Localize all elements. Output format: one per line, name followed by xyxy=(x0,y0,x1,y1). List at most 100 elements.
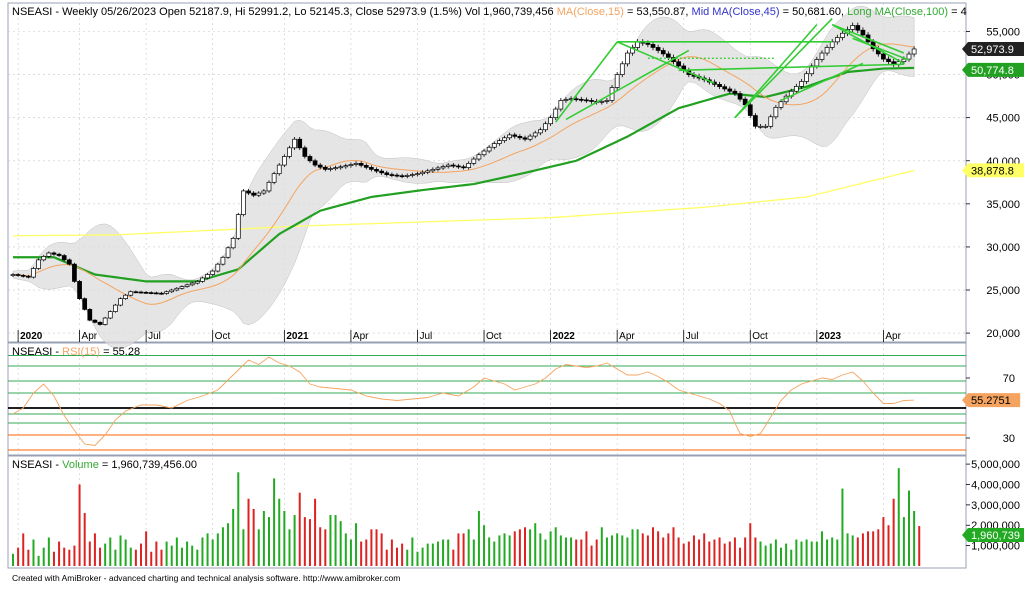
date-tick-label: Oct xyxy=(215,331,231,342)
price-candle xyxy=(548,115,553,127)
price-candle xyxy=(10,273,16,278)
volume-bar xyxy=(186,541,189,566)
volume-bar xyxy=(421,547,424,566)
volume-bar xyxy=(401,543,404,566)
price-candle xyxy=(834,34,840,45)
volume-bar xyxy=(257,529,260,566)
date-tick-label: 2020 xyxy=(20,331,43,342)
volume-bar xyxy=(380,533,383,566)
price-candle xyxy=(604,98,610,104)
date-tick-label: Apr xyxy=(619,331,635,342)
price-candle xyxy=(210,269,216,276)
volume-bar xyxy=(820,531,823,566)
rsi-levels xyxy=(8,355,966,451)
volume-bar xyxy=(150,551,153,566)
volume-bar xyxy=(493,541,496,566)
volume-bar xyxy=(585,531,588,566)
volume-bar xyxy=(180,547,183,566)
volume-bar xyxy=(590,545,593,566)
volume-bar xyxy=(800,541,803,566)
price-candle xyxy=(435,165,441,172)
price-candle xyxy=(722,84,728,92)
price-candle xyxy=(394,173,400,178)
price-candle xyxy=(491,141,497,150)
trend-line xyxy=(831,23,905,54)
price-candle xyxy=(246,189,251,195)
volume-bar xyxy=(754,537,757,566)
volume-bar xyxy=(170,545,173,566)
volume-bar xyxy=(529,529,532,566)
volume-bar xyxy=(488,537,491,566)
price-candle xyxy=(794,83,799,94)
trend-line xyxy=(565,49,690,121)
rsi-axis: 70 30 55.2751 xyxy=(962,373,1021,445)
price-candle xyxy=(532,130,538,139)
volume-bar xyxy=(211,539,214,566)
price-candle xyxy=(886,56,891,65)
volume-bar xyxy=(856,537,859,566)
volume-bar xyxy=(298,492,301,566)
price-candle xyxy=(538,127,543,136)
price-candle xyxy=(445,163,451,169)
volume-bar xyxy=(63,547,66,566)
volume-tick-label: 4,000,000 xyxy=(971,479,1020,491)
volume-bar xyxy=(605,537,608,566)
volume-bar xyxy=(165,541,168,566)
rsi-pane[interactable] xyxy=(7,342,967,456)
volume-bar xyxy=(580,539,583,566)
volume-bar xyxy=(503,533,506,566)
price-candle xyxy=(72,262,77,283)
volume-bar xyxy=(329,515,332,566)
price-candle xyxy=(630,44,635,56)
volume-bar xyxy=(22,533,25,566)
volume-bar xyxy=(442,539,445,566)
price-candle xyxy=(768,114,774,129)
volume-bar xyxy=(268,517,270,566)
price-candle xyxy=(282,154,287,168)
volume-bar xyxy=(611,535,614,566)
price-candle xyxy=(655,44,661,54)
price-candle xyxy=(87,308,93,322)
price-candle xyxy=(584,97,589,103)
volume-bar xyxy=(646,535,649,566)
volume-bar xyxy=(365,539,368,566)
price-candle xyxy=(614,72,620,91)
ma100-line xyxy=(12,169,915,237)
price-candle xyxy=(297,137,303,150)
volume-bar xyxy=(324,529,327,566)
volume-bar xyxy=(616,533,619,566)
price-candle xyxy=(456,163,461,169)
volume-bar xyxy=(83,513,86,566)
price-candle xyxy=(164,290,169,295)
volume-bar xyxy=(375,529,378,566)
price-candle xyxy=(737,91,743,102)
price-candle xyxy=(773,104,779,120)
price-grid xyxy=(8,3,966,568)
price-candle xyxy=(732,88,738,97)
price-candle xyxy=(102,316,108,326)
price-candle xyxy=(466,161,472,170)
volume-bar xyxy=(872,531,875,566)
price-candle xyxy=(553,106,559,121)
price-tick-label: 20,000 xyxy=(986,328,1020,340)
price-candle xyxy=(241,189,246,217)
ma100-path xyxy=(12,169,915,237)
price-candle xyxy=(379,169,384,175)
volume-bar xyxy=(477,510,480,566)
price-candle xyxy=(51,251,57,256)
volume-bar xyxy=(32,539,35,566)
price-candle xyxy=(235,212,241,240)
price-candle xyxy=(92,319,98,324)
trend-line xyxy=(678,63,904,72)
volume-bar xyxy=(47,537,50,566)
price-candle xyxy=(563,97,569,103)
volume-tick-label: 5,000,000 xyxy=(971,459,1020,471)
volume-bar xyxy=(78,484,81,566)
price-candle xyxy=(251,191,256,198)
price-candle xyxy=(753,113,758,129)
volume-bar xyxy=(662,537,665,566)
svg-text:50,774.8: 50,774.8 xyxy=(971,65,1014,77)
price-candle xyxy=(497,138,502,146)
price-candle xyxy=(650,41,656,51)
volume-bar xyxy=(288,529,291,566)
